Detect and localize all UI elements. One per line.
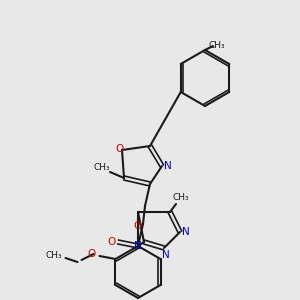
Text: N: N bbox=[134, 241, 142, 251]
Text: N: N bbox=[164, 161, 172, 171]
Text: CH₃: CH₃ bbox=[45, 251, 62, 260]
Text: O: O bbox=[115, 144, 123, 154]
Text: O: O bbox=[133, 221, 141, 231]
Text: O: O bbox=[108, 237, 116, 247]
Text: CH₃: CH₃ bbox=[209, 40, 225, 50]
Text: O: O bbox=[87, 249, 96, 259]
Text: N: N bbox=[182, 227, 190, 237]
Text: N: N bbox=[162, 250, 170, 260]
Text: CH₃: CH₃ bbox=[173, 194, 189, 202]
Text: CH₃: CH₃ bbox=[94, 164, 110, 172]
